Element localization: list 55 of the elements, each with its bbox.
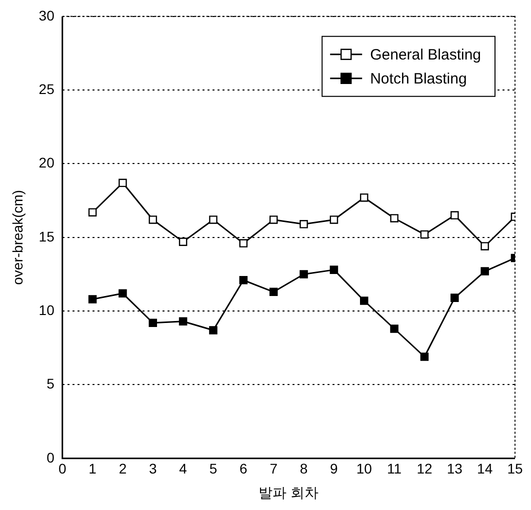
x-tick-label: 11 bbox=[387, 460, 402, 477]
point bbox=[420, 230, 429, 239]
x-tick-label: 14 bbox=[477, 460, 493, 477]
x-tick-label: 0 bbox=[58, 460, 66, 477]
x-tick-label: 13 bbox=[446, 460, 463, 477]
y-tick-label: 25 bbox=[38, 80, 55, 97]
point bbox=[450, 211, 459, 220]
y-tick-label: 15 bbox=[38, 228, 55, 244]
x-tick-label: 5 bbox=[209, 460, 218, 477]
x-tick-label: 7 bbox=[270, 460, 278, 477]
x-tick-label: 2 bbox=[118, 460, 127, 477]
point bbox=[300, 220, 308, 228]
y-tick-label: 30 bbox=[38, 7, 55, 24]
point bbox=[360, 193, 368, 202]
x-tick-label: 8 bbox=[300, 460, 308, 477]
x-tick-label: 9 bbox=[330, 460, 338, 477]
point bbox=[88, 208, 97, 216]
y-tick-label: 5 bbox=[46, 376, 55, 392]
point bbox=[88, 295, 97, 304]
point bbox=[420, 352, 429, 361]
x-tick-label: 10 bbox=[356, 460, 372, 477]
point bbox=[450, 294, 459, 302]
point bbox=[330, 216, 338, 224]
point bbox=[390, 324, 398, 333]
point bbox=[269, 288, 278, 296]
x-tick-label: 1 bbox=[88, 460, 97, 477]
point bbox=[178, 317, 188, 326]
point bbox=[178, 238, 188, 246]
x-tick-label: 15 bbox=[507, 460, 523, 477]
point bbox=[148, 216, 158, 224]
legend-label: General Blasting bbox=[370, 46, 482, 64]
y-tick-label: 10 bbox=[38, 302, 55, 318]
point bbox=[330, 266, 338, 274]
point bbox=[480, 242, 489, 250]
x-axis-title: 발파 회차 bbox=[258, 484, 319, 500]
x-tick-label: 12 bbox=[416, 460, 432, 477]
x-tick-label: 4 bbox=[179, 460, 188, 477]
point bbox=[239, 239, 248, 248]
point bbox=[390, 214, 398, 222]
y-tick-label: 20 bbox=[38, 154, 55, 171]
y-tick-label: 0 bbox=[46, 449, 55, 466]
legend-label: Notch Blasting bbox=[370, 70, 467, 88]
point bbox=[209, 326, 218, 334]
point bbox=[300, 270, 308, 278]
x-tick-label: 3 bbox=[149, 460, 157, 477]
point bbox=[118, 178, 127, 188]
point bbox=[209, 216, 218, 224]
point bbox=[118, 289, 127, 298]
point bbox=[148, 318, 158, 327]
x-tick-label: 6 bbox=[240, 460, 248, 477]
point bbox=[360, 296, 368, 305]
point bbox=[480, 267, 489, 276]
point bbox=[239, 276, 248, 284]
point bbox=[269, 216, 278, 224]
y-axis-title: over-break(cm) bbox=[9, 190, 26, 285]
